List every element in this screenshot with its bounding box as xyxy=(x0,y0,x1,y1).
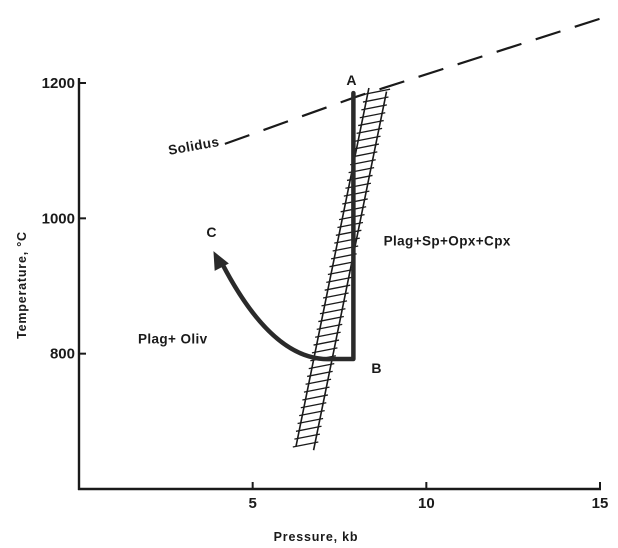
hatch-line xyxy=(343,190,370,197)
hatch-line xyxy=(362,96,389,103)
hatch-line xyxy=(345,182,372,189)
x-axis-title: Pressure, kb xyxy=(274,530,359,544)
pt-path xyxy=(213,90,356,362)
hatch-line xyxy=(354,135,381,142)
hatch-line xyxy=(324,284,351,291)
solidus-group: Solidus xyxy=(167,17,601,158)
hatch-line xyxy=(361,104,388,111)
pt-path-line xyxy=(220,90,356,362)
solidus-label: Solidus xyxy=(167,134,220,158)
hatch-line xyxy=(359,112,386,119)
hatch-line xyxy=(319,308,346,315)
field-label: Plag+Sp+Opx+Cpx xyxy=(384,233,511,248)
hatch-line xyxy=(308,362,335,370)
hatch-line xyxy=(326,276,352,283)
x-tick-label: 15 xyxy=(592,495,609,512)
solidus-line xyxy=(224,17,601,145)
hatch-line xyxy=(313,339,340,346)
point-label-c: C xyxy=(206,224,216,240)
point-label-a: A xyxy=(346,72,356,88)
hatch-line xyxy=(356,127,383,135)
hatch-line xyxy=(292,441,319,448)
hatch-line xyxy=(307,370,333,378)
arrowhead xyxy=(213,251,229,271)
hatch-line xyxy=(321,300,348,307)
hatch-line xyxy=(305,378,332,385)
x-tick-label: 5 xyxy=(248,495,256,512)
hatch-line xyxy=(322,292,349,299)
hatch-line xyxy=(311,347,338,354)
phase-boundary-band xyxy=(292,87,391,451)
band-edge-right xyxy=(312,91,388,451)
labels: A B C Plag+Sp+Opx+Cpx Plag+ Oliv xyxy=(138,72,511,376)
hatch-line xyxy=(302,394,329,401)
hatch-line xyxy=(299,409,325,417)
hatch-line xyxy=(315,331,341,338)
hatch-line xyxy=(297,417,324,425)
band-edge-left xyxy=(295,87,370,447)
hatch-line xyxy=(337,221,364,229)
field-label: Plag+ Oliv xyxy=(138,332,208,347)
hatch-line xyxy=(329,261,356,268)
point-label-b: B xyxy=(371,360,381,376)
hatch-line xyxy=(303,386,330,393)
hatch-line xyxy=(300,402,327,409)
hatch-line xyxy=(358,119,384,127)
y-tick-label: 1000 xyxy=(42,210,75,227)
hatch-line xyxy=(351,151,378,158)
hatch-line xyxy=(335,229,362,236)
hatch-line xyxy=(316,323,343,331)
axes xyxy=(77,78,601,491)
x-tick-label: 10 xyxy=(418,495,435,512)
hatch-line xyxy=(294,433,321,440)
hatch-line xyxy=(364,88,391,95)
ticks: 5 10 15 800 1000 1200 xyxy=(42,75,609,512)
y-axis-title: Temperature, °C xyxy=(15,231,29,339)
y-tick-label: 1200 xyxy=(42,75,75,92)
hatch-line xyxy=(353,143,380,150)
y-tick-label: 800 xyxy=(50,346,75,363)
hatch-line xyxy=(318,315,344,323)
hatch-line xyxy=(295,425,322,432)
hatch-line xyxy=(327,268,354,276)
